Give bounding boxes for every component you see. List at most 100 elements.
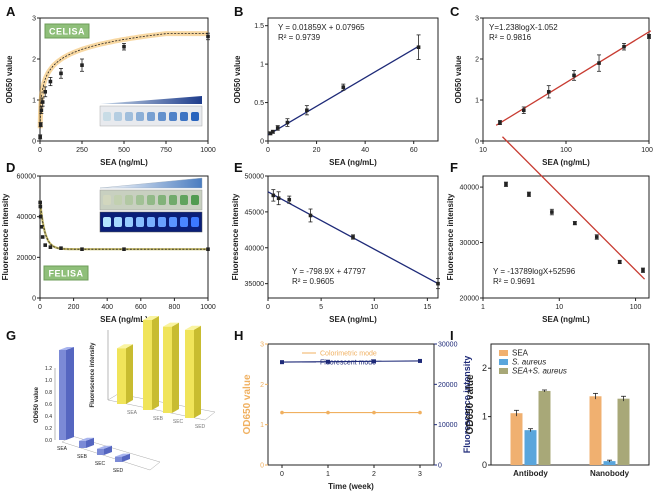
bar3d-fl-sea — [117, 348, 126, 404]
x-axis-label: SEA (ng/mL) — [100, 158, 148, 167]
x-tick-label: 3 — [418, 471, 422, 478]
well — [169, 195, 177, 205]
bar3d-od-top — [97, 445, 112, 449]
data-point — [206, 34, 210, 39]
data-point — [572, 73, 576, 78]
panel-e-axes: 0 5 10 15 35000 40000 45000 50000 SEA (ng/mL) Flu… — [231, 174, 440, 324]
bar3d-od-top — [59, 347, 74, 350]
bar-nanobody-1 — [603, 461, 616, 465]
data-point — [271, 129, 275, 134]
fit-equation: Y=1.238logX-1.052 — [489, 23, 558, 32]
data-point — [597, 61, 601, 65]
g-y-tick-label: 1.2 — [45, 366, 52, 372]
g-y-tick-label: 0.6 — [45, 402, 52, 408]
y-tick-label: 20000 — [460, 296, 480, 303]
y-tick-label: 1 — [475, 98, 479, 105]
well — [103, 195, 111, 205]
category-label: Nanobody — [590, 469, 630, 478]
well — [114, 195, 122, 205]
legend-label: Fluorescent mode — [320, 360, 376, 367]
series-point — [372, 359, 376, 364]
bar-antibody-1 — [524, 430, 537, 465]
x-tick-label: 10 — [370, 304, 378, 311]
well — [169, 112, 177, 121]
fit-r-squared: R² = 0.9605 — [292, 277, 335, 286]
plot-frame — [39, 175, 209, 299]
x-tick-label: 1000 — [641, 147, 653, 154]
x-axis-label: SEA (ng/mL) — [329, 315, 377, 324]
series-point — [326, 410, 330, 415]
data-point — [48, 245, 53, 249]
bar-nanobody-0 — [589, 396, 602, 465]
g-y-tick-label: 1.0 — [45, 378, 52, 384]
data-point — [573, 221, 577, 225]
y-axis-label: OD650 value — [242, 374, 253, 434]
fit-r-squared: R² = 0.9816 — [489, 33, 532, 42]
data-point — [276, 196, 281, 201]
g-fl-category-label: SED — [195, 424, 206, 430]
y-tick-label: 60000 — [17, 174, 37, 181]
y2-tick-label: 20000 — [438, 382, 458, 389]
g-category-label: SEB — [77, 454, 88, 460]
data-point — [275, 126, 280, 130]
plot-frame — [482, 175, 650, 299]
data-point — [351, 235, 355, 239]
data-point — [59, 71, 63, 76]
y-axis-label: Fluorescence intensity — [231, 193, 240, 280]
data-point — [38, 204, 43, 209]
x-tick-label: 15 — [423, 304, 431, 311]
x-tick-label: 20 — [313, 147, 321, 154]
data-point — [38, 200, 42, 205]
data-point — [43, 243, 48, 247]
y-tick-label: 1 — [260, 62, 264, 69]
y-tick-label: 0.5 — [254, 100, 264, 107]
data-point — [622, 44, 626, 49]
panel-b-axes: 0 20 40 60 0 0.5 1 1.5 SEA (ng/mL) OD650 value Y =… — [233, 17, 439, 167]
bar3d-fl-top — [185, 325, 201, 330]
y-tick-label: 40000 — [17, 214, 37, 221]
g-y-axis-label-fl: Fluorescence intensity — [90, 342, 96, 408]
data-point — [39, 108, 44, 113]
data-point — [80, 63, 84, 67]
legend-swatch — [499, 350, 508, 356]
x-tick-label: 100 — [560, 147, 572, 154]
x-tick-label: 0 — [280, 471, 284, 478]
series-point — [326, 359, 330, 364]
well — [147, 195, 155, 205]
fit-equation: Y = -13789logX+52596 — [493, 267, 576, 276]
x-tick-label: 250 — [76, 147, 88, 154]
data-point — [285, 120, 290, 125]
y-axis-label: Fluorescence intensity — [1, 193, 10, 280]
fit-line — [502, 136, 646, 280]
fluorescent-well — [191, 217, 199, 227]
g-category-label: SED — [113, 468, 124, 474]
y-tick-label: 0 — [32, 139, 36, 146]
y-tick-label: 3 — [260, 342, 264, 349]
method-badge — [43, 265, 89, 281]
x-tick-label: 5 — [319, 304, 323, 311]
x-axis-label: Time (week) — [328, 482, 374, 491]
data-point — [550, 210, 554, 214]
plot-frame — [267, 17, 439, 142]
y-tick-label: 0 — [482, 460, 487, 470]
x-tick-label: 200 — [68, 304, 80, 311]
panel-h-chart: 0 1 2 3 0 1 2 3 0 10000 20000 30000 Time (week) OD650… — [242, 342, 472, 492]
well — [136, 112, 144, 121]
bar3d-fl-top — [163, 322, 179, 327]
y-axis-label: Fluorescence intensity — [446, 193, 455, 280]
fluorescent-well — [114, 217, 122, 227]
panel-label-a: A — [6, 4, 16, 19]
panel-label-d: D — [6, 160, 15, 175]
fluorescent-well — [158, 217, 166, 227]
g-fl-category-label: SEB — [153, 416, 164, 422]
x-tick-label: 100 — [630, 304, 642, 311]
y-tick-label: 20000 — [17, 255, 37, 262]
fluorescent-well — [169, 217, 177, 227]
g-y-tick-label: 0.4 — [45, 414, 52, 420]
data-point — [40, 235, 45, 239]
fit-line — [495, 30, 652, 126]
fluorescent-well — [180, 217, 188, 227]
data-point — [122, 44, 126, 49]
